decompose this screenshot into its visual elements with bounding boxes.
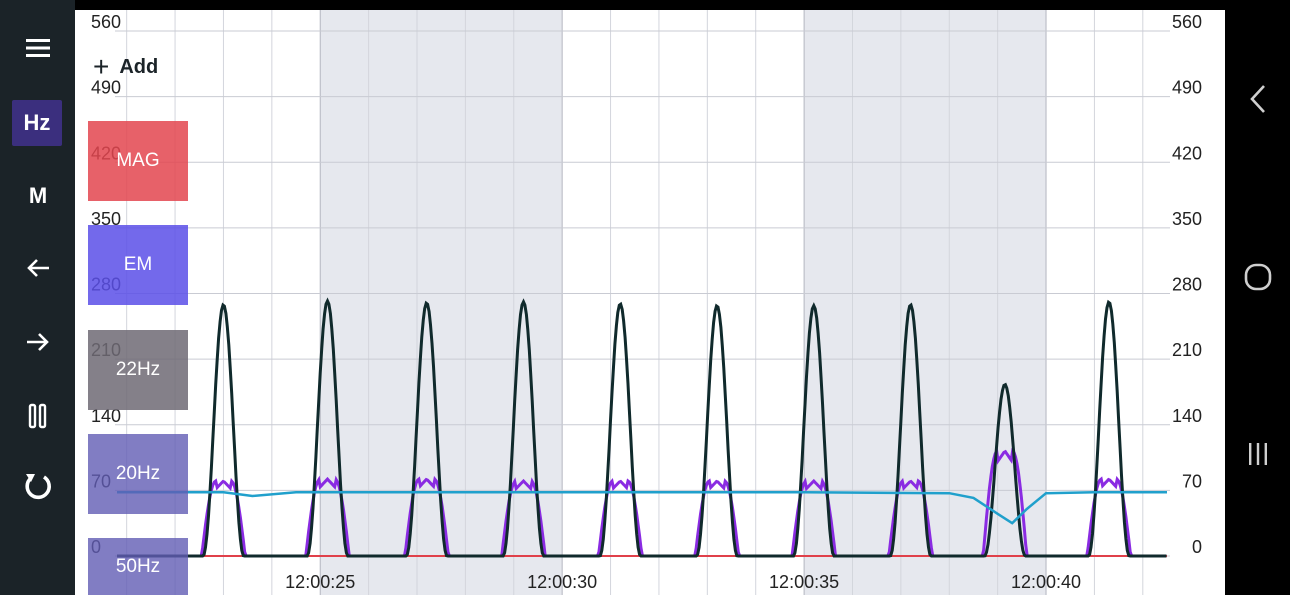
x-tick-label: 12:00:40 (1011, 572, 1081, 592)
channel-button-20hz[interactable]: 20Hz (88, 434, 188, 514)
y-tick-label-right: 420 (1172, 143, 1202, 163)
forward-button[interactable] (12, 322, 64, 362)
y-tick-label-left: 140 (91, 406, 121, 426)
y-tick-label-right: 140 (1172, 406, 1202, 426)
nav-home-button[interactable] (1225, 262, 1290, 297)
channel-label: 22Hz (115, 359, 161, 380)
home-circle-icon (1244, 263, 1271, 291)
channel-label: MAG (116, 150, 160, 171)
menu-button[interactable] (12, 28, 64, 68)
y-tick-label-left: 560 (91, 12, 121, 32)
arrow-left-icon (27, 259, 49, 277)
channel-button-mag[interactable]: MAG (88, 121, 188, 201)
y-tick-label-left: 490 (91, 78, 121, 98)
channel-button-50hz[interactable]: 50Hz (88, 538, 188, 595)
arrow-right-icon (27, 333, 49, 351)
nav-back-button[interactable] (1225, 82, 1290, 121)
channel-button-22hz[interactable]: 22Hz (88, 330, 188, 410)
y-tick-label-right: 490 (1172, 78, 1202, 98)
add-button[interactable]: + Add (93, 52, 158, 82)
y-tick-label-right: 210 (1172, 340, 1202, 360)
chevron-left-icon (1249, 85, 1265, 113)
series-cyan-line (117, 491, 1167, 525)
recents-icon (1248, 443, 1267, 465)
refresh-icon (25, 474, 51, 500)
pause-button[interactable] (12, 396, 64, 436)
channel-label: 50Hz (115, 555, 161, 577)
system-nav-bar (1225, 0, 1290, 595)
channel-label: EM (123, 254, 153, 275)
y-tick-label-right: 0 (1192, 537, 1202, 557)
x-tick-label: 12:00:25 (285, 572, 355, 592)
nav-recents-button[interactable] (1225, 440, 1290, 473)
hz-button[interactable]: Hz (12, 100, 62, 146)
y-tick-label-right: 560 (1172, 12, 1202, 32)
pause-icon (28, 403, 47, 429)
y-tick-label-right: 70 (1182, 471, 1202, 491)
plot-area[interactable]: 0070701401402102102802803503504204204904… (75, 10, 1225, 595)
back-button[interactable] (12, 248, 64, 288)
plus-icon: + (93, 51, 110, 82)
x-tick-label: 12:00:30 (527, 572, 597, 592)
y-tick-label-right: 350 (1172, 209, 1202, 229)
reset-button[interactable] (12, 466, 64, 506)
add-label: Add (119, 55, 159, 78)
y-tick-label-left: 350 (91, 209, 121, 229)
channel-label: 20Hz (115, 463, 161, 484)
y-tick-label-right: 280 (1172, 275, 1202, 295)
hamburger-icon (26, 39, 50, 57)
m-button[interactable]: M (28, 183, 48, 208)
line-chart[interactable]: 0070701401402102102802803503504204204904… (75, 10, 1225, 595)
channel-button-em[interactable]: EM (88, 225, 188, 305)
x-tick-label: 12:00:35 (769, 572, 839, 592)
left-toolbar: Hz M (0, 0, 75, 595)
